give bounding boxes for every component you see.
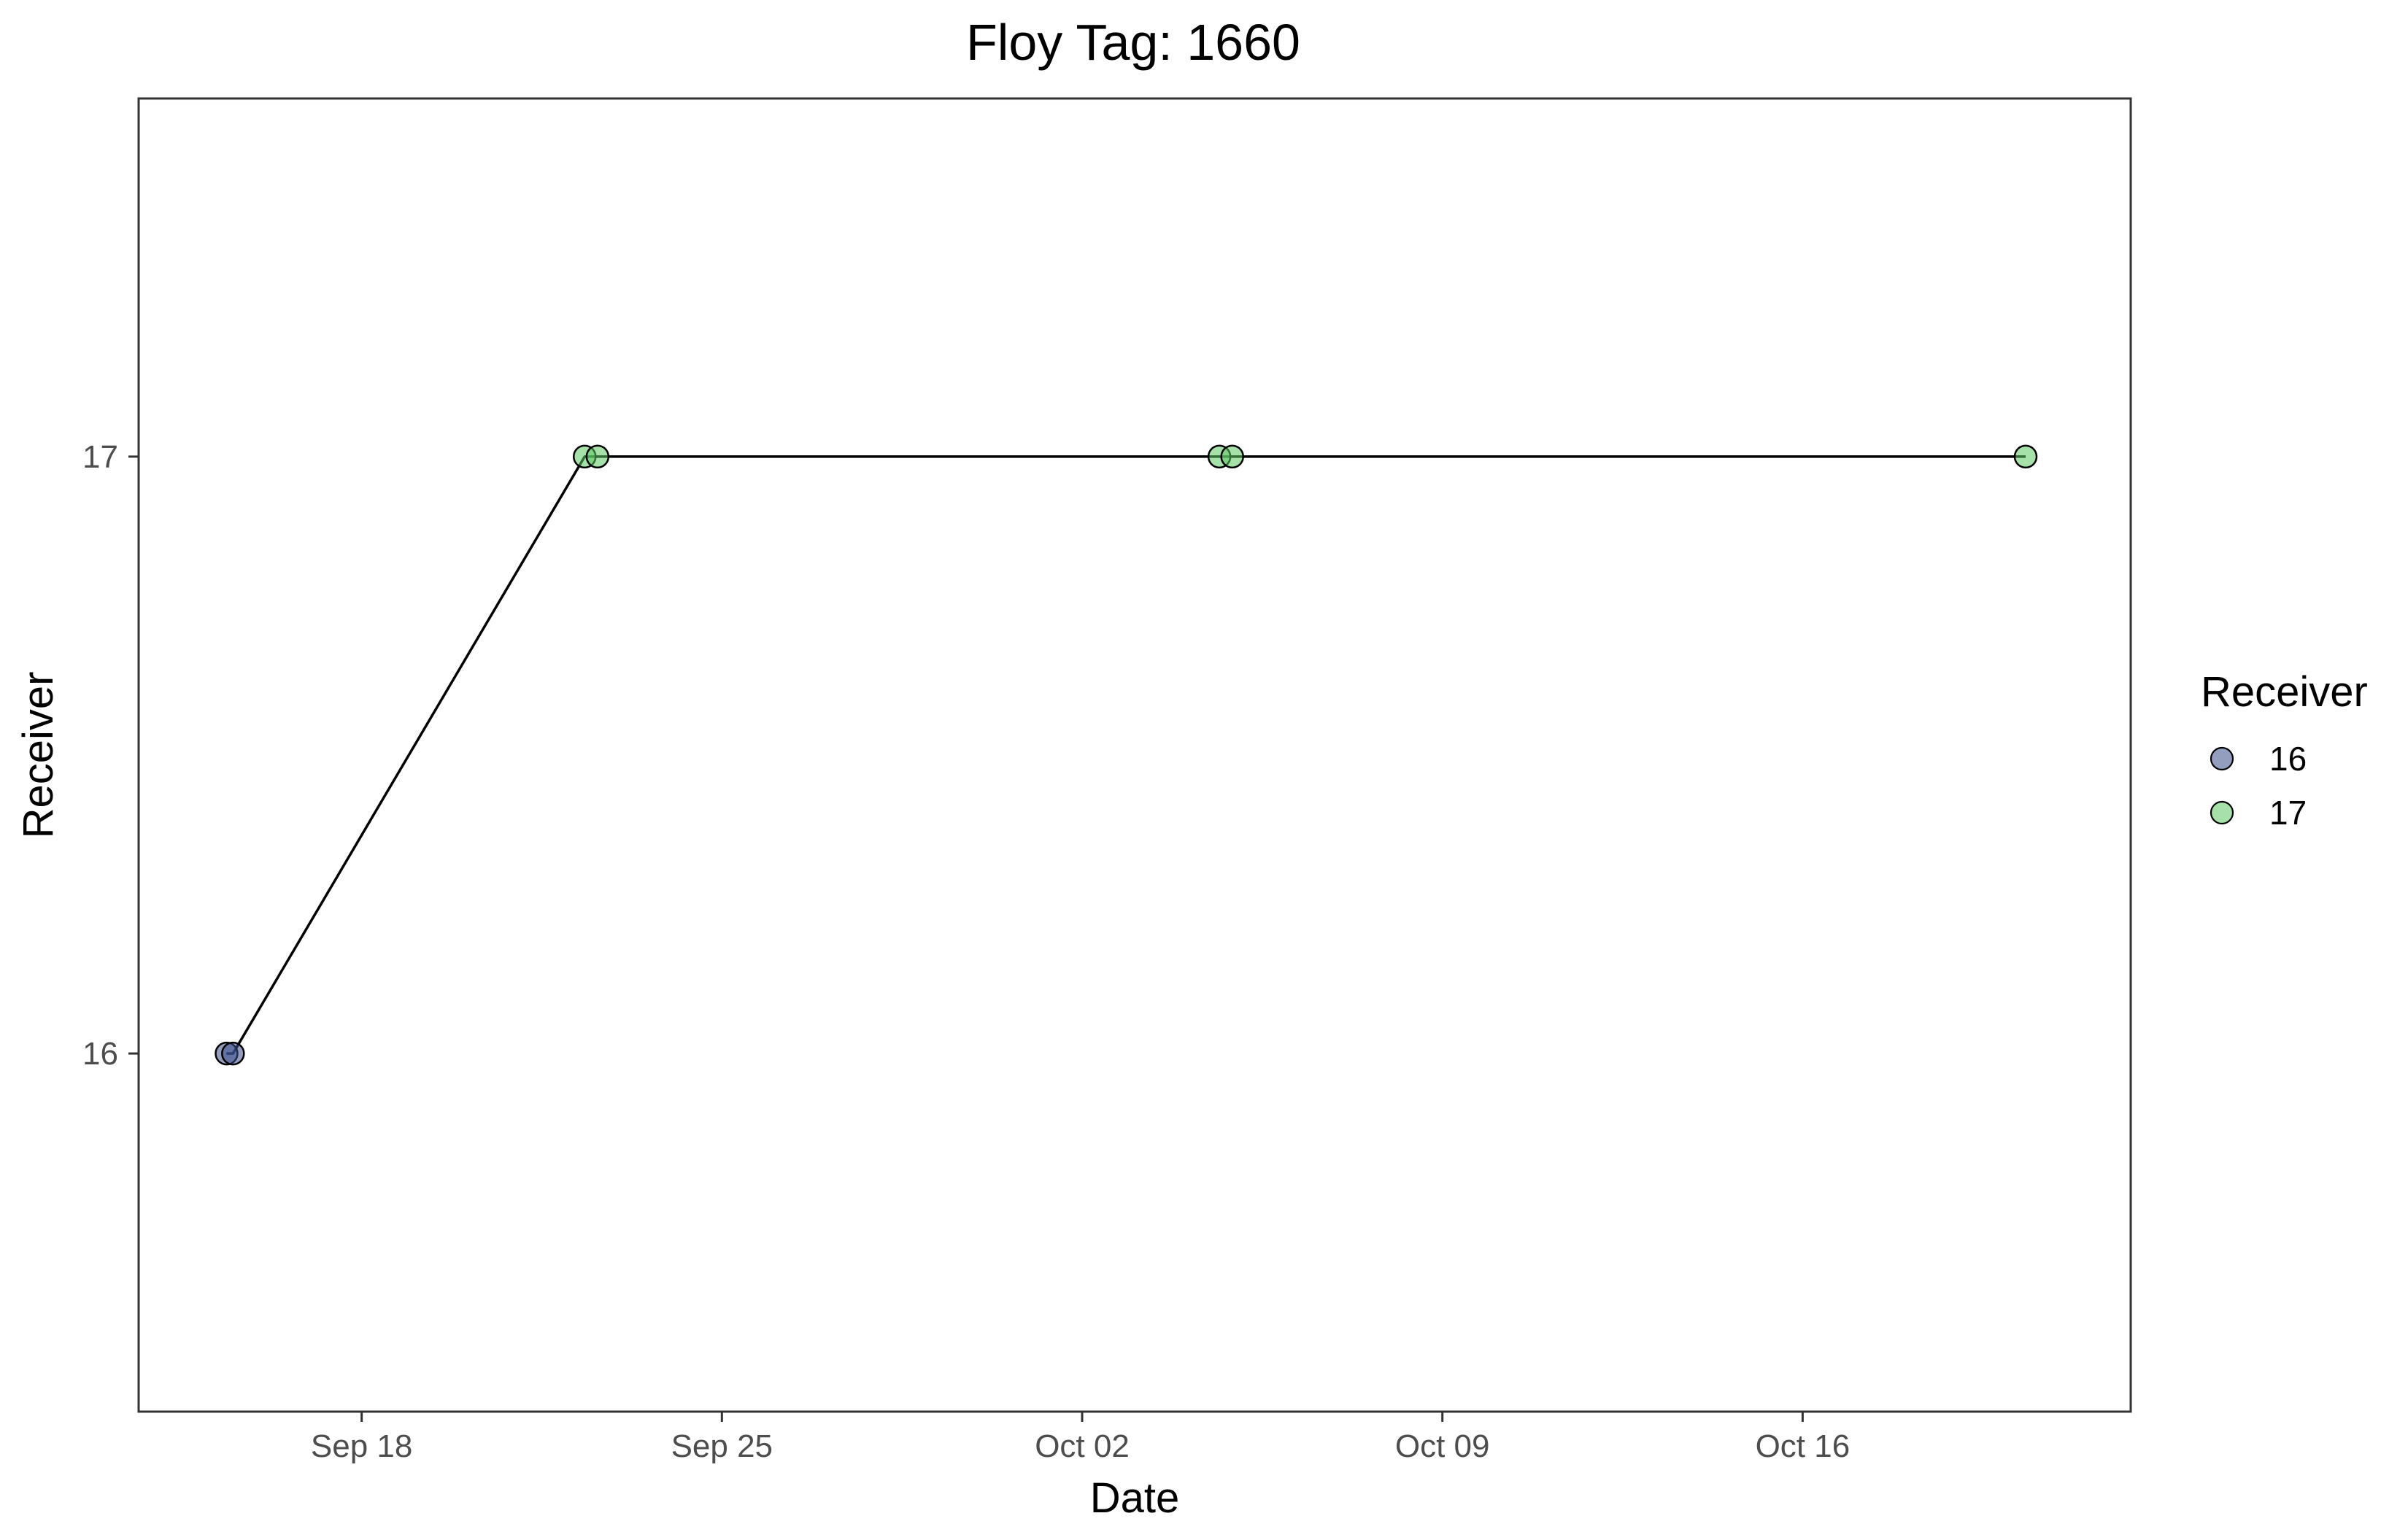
legend-key [2210, 800, 2234, 825]
y-tick-label: 16 [82, 1036, 118, 1072]
chart-title: Floy Tag: 1660 [966, 14, 1300, 71]
data-point [1220, 444, 1244, 469]
data-point [585, 444, 610, 469]
x-tick-label: Oct 16 [1756, 1428, 1851, 1464]
plot-area [137, 97, 2132, 1413]
x-tick-label: Sep 25 [671, 1428, 773, 1464]
legend-label: 17 [2269, 794, 2307, 832]
x-tick-label: Oct 09 [1395, 1428, 1490, 1464]
x-tick-label: Oct 02 [1035, 1428, 1130, 1464]
data-points-group [215, 444, 2038, 1066]
y-axis-title: Receiver [15, 672, 62, 839]
x-axis-title: Date [1090, 1474, 1180, 1522]
x-tick-label: Sep 18 [311, 1428, 412, 1464]
legend-key [2210, 746, 2234, 771]
data-point [221, 1041, 245, 1066]
data-point [2013, 444, 2038, 469]
x-axis: Sep 18 Sep 25 Oct 02 Oct 09 Oct 16 [311, 1412, 1850, 1464]
y-tick-label: 17 [82, 439, 118, 475]
legend-label: 16 [2269, 740, 2307, 778]
legend-title: Receiver [2201, 668, 2368, 716]
plot-panel [137, 97, 2132, 1413]
